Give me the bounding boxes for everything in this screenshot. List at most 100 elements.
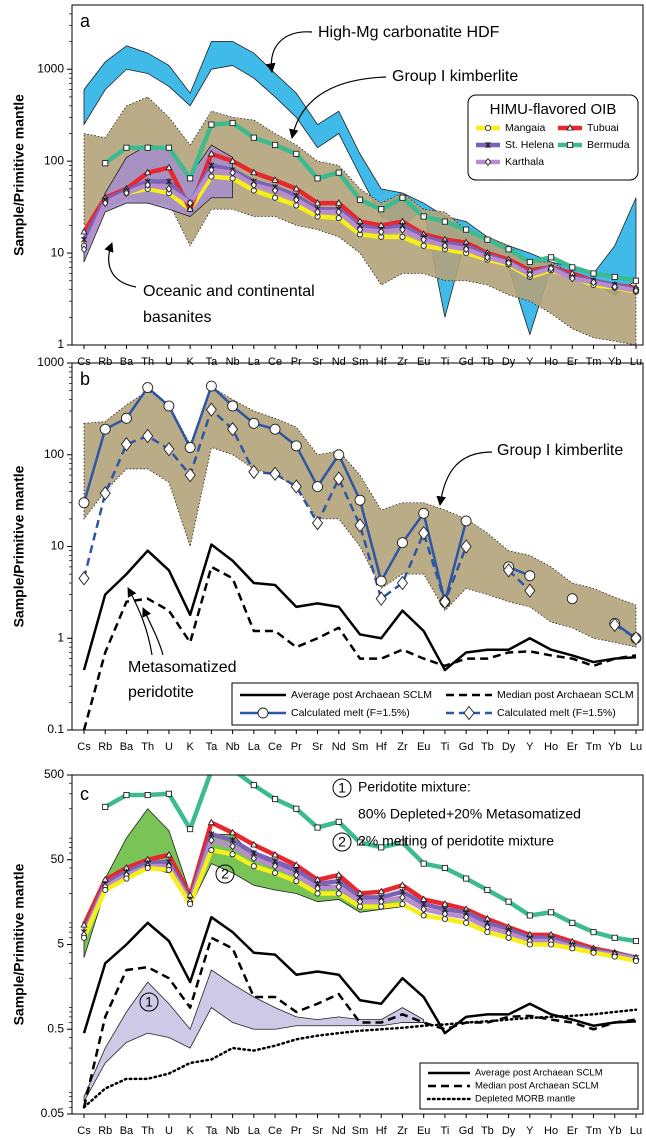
marker [611,273,618,280]
marker [293,805,300,812]
marker [566,123,574,131]
marker [290,440,302,452]
marker [590,949,597,956]
legend-label: Depleted MORB mantle [475,1094,575,1105]
marker [250,134,257,141]
marker [399,893,406,902]
panel-label: a [80,11,91,31]
panel: 1 10 100 1000 Cs Rb Ba Th U K Ta Nb La Ce Pr Sr Nd Sm Hf Zr… [11,4,644,368]
marker [356,196,364,203]
x-tick-label: Ce [268,741,282,753]
marker [257,707,269,719]
marker [463,705,475,721]
legend: HIMU-flavored OIB Mangaia Tubuai St. Helena… [467,94,639,181]
marker [208,165,215,175]
x-tick-label: Ti [441,356,450,368]
marker [505,934,512,941]
marker [80,245,88,254]
marker [503,563,515,578]
y-tick-label: 0.5 [47,1021,64,1035]
marker [420,242,427,249]
marker [484,157,492,167]
marker [526,270,533,279]
plots: 1 10 100 1000 Cs Rb Ba Th U K Ta Nb La Ce Pr Sr Nd Sm Hf Zr… [11,4,644,1137]
y-tick-label: 1 [57,337,64,351]
marker [271,862,279,871]
series-line [82,915,637,1035]
marker [250,782,257,789]
marker [144,180,151,190]
series-line [103,120,637,283]
x-tick-label: Tb [481,356,494,368]
marker [378,206,385,213]
marker [569,919,576,926]
marker [120,437,133,452]
marker [547,264,555,273]
plot-area [80,767,640,1109]
marker [312,481,323,493]
x-tick-label: Hf [376,741,388,753]
marker [230,767,235,772]
panel: 0.05 0.5 5 50 500 Cs Rb Ba Th U K Ta Nb La Ce Pr Sr Nd Sm H… [11,767,644,1137]
marker [632,286,640,295]
x-tick-label: Tm [586,356,602,368]
number-circle [332,778,352,798]
marker [123,791,130,799]
x-tick-label: Lu [630,741,642,753]
marker [569,945,576,952]
marker [484,929,491,936]
marker [80,920,88,928]
marker [314,207,321,217]
y-tick-label: 100 [44,447,64,461]
marker [354,518,366,533]
marker [102,160,109,167]
marker [184,467,196,483]
x-tick-label: Ba [120,1125,134,1137]
marker [293,195,300,204]
y-tick-label: 1 [57,630,64,644]
marker [228,157,237,164]
marker [208,836,215,845]
x-tick-label: Ho [544,741,558,753]
x-tick-label: K [186,1125,194,1137]
x-tick-label: Hf [376,1125,388,1137]
marker [144,791,151,799]
arrow [127,587,153,656]
marker [524,583,536,598]
x-tick-label: Lu [630,1125,642,1137]
panel-label: b [80,369,90,389]
annotation: High-Mg carbonatite HDF [318,24,500,41]
marker [569,264,576,271]
marker [228,828,237,836]
marker [399,194,406,201]
x-tick-label: Ho [544,356,558,368]
x-tick-label: K [186,741,194,753]
marker [399,225,406,234]
marker [378,844,385,851]
marker [377,887,385,895]
marker [229,119,236,127]
marker [250,180,258,190]
marker [333,471,345,486]
marker [250,168,258,176]
marker [548,909,555,916]
marker [165,184,173,193]
x-tick-label: Er [567,741,578,753]
x-tick-label: Ta [206,1125,219,1137]
marker [186,198,194,208]
x-tick-label: Eu [417,1125,430,1137]
legend-box [467,94,639,181]
marker [272,194,279,201]
x-tick-label: Ce [268,1125,282,1137]
marker [524,570,536,582]
marker [484,236,491,243]
annotation: Peridotite mixture: [358,779,471,795]
marker [356,225,364,234]
marker [463,875,470,882]
x-tick-label: Zr [397,741,408,753]
marker [399,233,406,240]
series-line [104,775,637,944]
marker [184,442,196,453]
marker [632,937,640,945]
annotation: 2% melting of peridotite mixture [358,833,554,849]
